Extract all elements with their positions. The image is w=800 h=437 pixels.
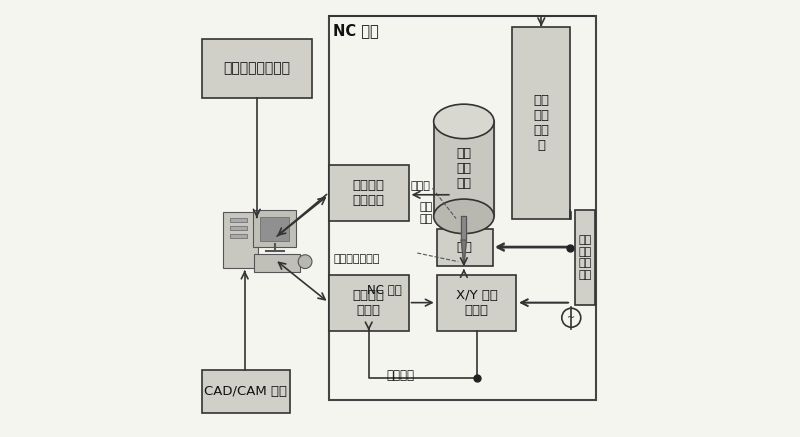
FancyBboxPatch shape (230, 218, 247, 222)
FancyBboxPatch shape (254, 210, 297, 246)
Text: X/Y 精密
位移台: X/Y 精密 位移台 (456, 288, 498, 317)
Polygon shape (462, 240, 466, 266)
Text: 电极
进给
位移
台: 电极 进给 位移 台 (534, 94, 550, 152)
Text: NC 代码: NC 代码 (366, 284, 402, 298)
FancyBboxPatch shape (512, 27, 570, 218)
FancyBboxPatch shape (329, 274, 409, 331)
Text: 纳米
放电
加工
电源: 纳米 放电 加工 电源 (578, 235, 592, 280)
FancyBboxPatch shape (202, 370, 290, 413)
FancyBboxPatch shape (329, 165, 409, 221)
Text: 间隙电压
检测装置: 间隙电压 检测装置 (353, 179, 385, 207)
Ellipse shape (434, 199, 494, 234)
Circle shape (298, 255, 312, 269)
FancyBboxPatch shape (437, 229, 493, 266)
Text: 电极
夹持
装置: 电极 夹持 装置 (456, 147, 471, 191)
Text: 放电间隙控制算法: 放电间隙控制算法 (223, 62, 290, 76)
Text: ~: ~ (567, 313, 575, 323)
FancyBboxPatch shape (260, 217, 289, 241)
Text: 放电
电压: 放电 电压 (420, 202, 433, 224)
FancyBboxPatch shape (223, 212, 258, 268)
FancyBboxPatch shape (230, 234, 247, 238)
FancyBboxPatch shape (254, 254, 300, 271)
Text: CAD/CAM 编程: CAD/CAM 编程 (204, 385, 287, 398)
FancyBboxPatch shape (574, 210, 595, 305)
FancyBboxPatch shape (230, 226, 247, 230)
Text: 多轴运动
控制器: 多轴运动 控制器 (353, 288, 385, 317)
Text: 錨探针: 錨探针 (410, 181, 430, 191)
Polygon shape (462, 216, 466, 240)
FancyBboxPatch shape (202, 39, 311, 98)
Text: 纳米线、纳米管: 纳米线、纳米管 (333, 254, 379, 264)
Text: NC 代码: NC 代码 (333, 23, 379, 38)
Ellipse shape (434, 104, 494, 139)
FancyBboxPatch shape (437, 274, 517, 331)
Text: 位置信号: 位置信号 (386, 369, 414, 382)
Text: 工件: 工件 (457, 241, 473, 254)
